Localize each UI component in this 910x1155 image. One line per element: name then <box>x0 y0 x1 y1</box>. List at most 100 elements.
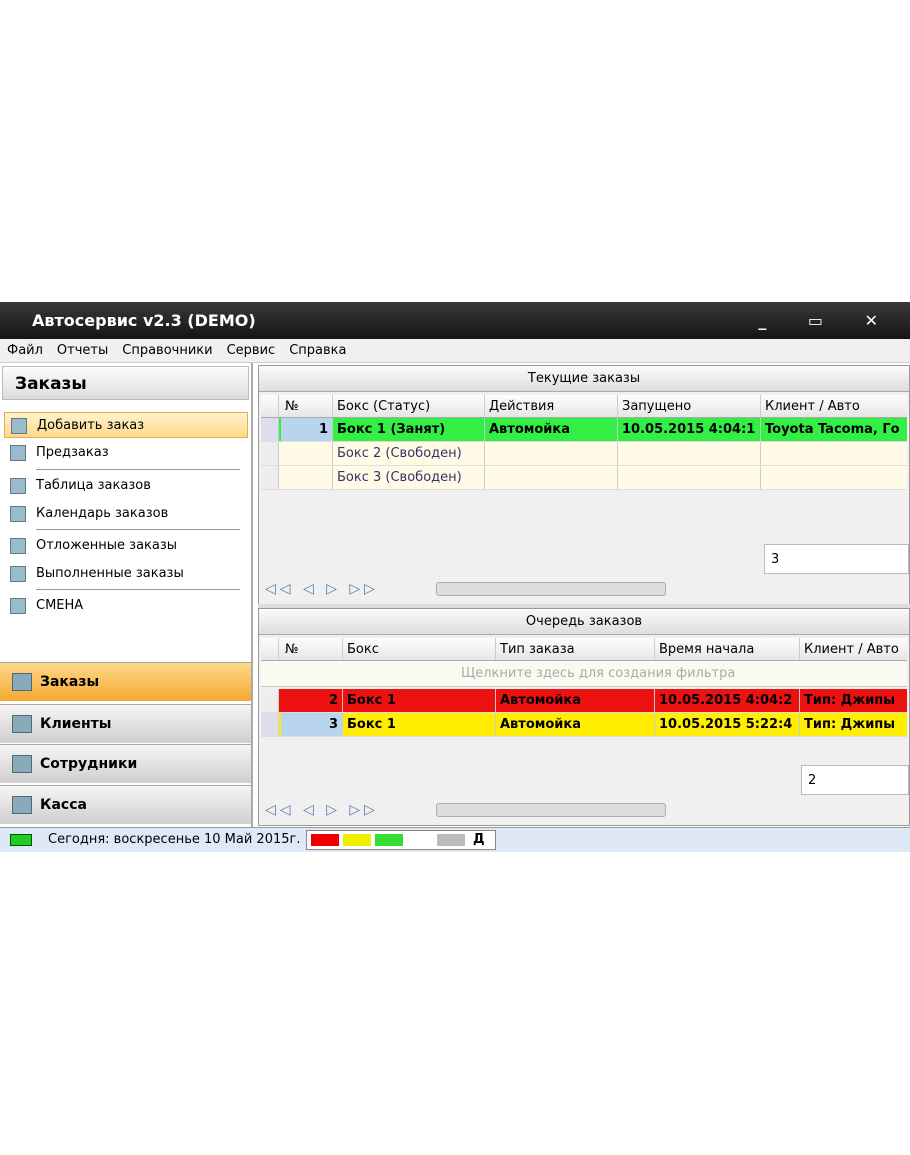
grid-cell: Бокс 1 (Занят) <box>333 418 485 441</box>
grid-cell <box>761 466 907 489</box>
grid-cell: 1 <box>281 418 333 441</box>
panel-header: Текущие заказы <box>259 366 909 392</box>
column-header[interactable]: Бокс <box>343 638 496 660</box>
nav-arrows[interactable]: ◁◁ ◁ ▷ ▷▷ <box>265 802 379 818</box>
grid-row[interactable]: Бокс 2 (Свободен) <box>261 442 907 466</box>
grid-header: № Бокс Тип заказа Время начала Клиент / Авто <box>261 638 907 661</box>
grid-cell <box>485 442 618 465</box>
item-icon <box>10 478 26 494</box>
splitter <box>258 604 910 608</box>
legend-yellow <box>343 834 371 846</box>
separator <box>36 469 240 470</box>
nav-button[interactable]: Заказы <box>0 662 251 701</box>
menu-item[interactable]: Сервис <box>226 343 276 358</box>
row-header <box>261 466 279 489</box>
sidebar-item[interactable]: СМЕНА <box>4 593 248 619</box>
nav-arrows[interactable]: ◁◁ ◁ ▷ ▷▷ <box>265 581 379 597</box>
filter-hint[interactable]: Щелкните здесь для создания фильтра <box>461 666 736 681</box>
sidebar: Заказы Добавить заказ Предзаказ Таблица за… <box>0 363 253 827</box>
sidebar-title: Заказы <box>2 366 249 400</box>
navigator: ◁◁ ◁ ▷ ▷▷ <box>261 797 907 823</box>
nav-icon <box>12 715 32 733</box>
column-header[interactable]: Действия <box>485 395 618 417</box>
grid-row[interactable]: 2 Бокс 1 Автомойка 10.05.2015 4:04:2 Тип: Дж… <box>261 689 907 713</box>
item-icon <box>10 566 26 582</box>
scrollbar[interactable] <box>436 582 666 596</box>
column-header[interactable]: Бокс (Статус) <box>333 395 485 417</box>
row-header <box>261 395 279 417</box>
grid-cell <box>618 466 761 489</box>
grid-cell <box>485 466 618 489</box>
grid-cell <box>761 442 907 465</box>
row-header <box>261 689 279 712</box>
status-bar: Сегодня: воскресенье 10 Май 2015г. Д <box>0 827 910 852</box>
column-header[interactable]: № <box>281 638 343 660</box>
nav-icon <box>12 796 32 814</box>
row-header <box>261 713 279 736</box>
sidebar-item[interactable]: Выполненные заказы <box>4 561 248 587</box>
grid-row[interactable]: 1 Бокс 1 (Занят) Автомойка 10.05.2015 4:04:… <box>261 418 907 442</box>
legend-flag: Д <box>473 832 485 847</box>
panel-header: Очередь заказов <box>259 609 909 635</box>
grid-cell <box>618 442 761 465</box>
grid-cell: Тип: Джипы <box>800 713 907 736</box>
separator <box>36 589 240 590</box>
row-header <box>261 442 279 465</box>
grid-header: № Бокс (Статус) Действия Запущено Клиент / А… <box>261 395 907 418</box>
menu-bar: Файл Отчеты Справочники Сервис Справка <box>0 339 910 363</box>
sidebar-item[interactable]: Таблица заказов <box>4 473 248 499</box>
grid-cell: Автомойка <box>496 689 655 712</box>
column-header[interactable]: Клиент / Авто <box>761 395 907 417</box>
current-orders-panel: Текущие заказы № Бокс (Статус) Действия Запу… <box>258 365 910 605</box>
scrollbar[interactable] <box>436 803 666 817</box>
grid-cell: Бокс 1 <box>343 713 496 736</box>
grid-cell: Тип: Джипы <box>800 689 907 712</box>
column-header[interactable]: № <box>281 395 333 417</box>
column-header[interactable]: Тип заказа <box>496 638 655 660</box>
item-icon <box>10 538 26 554</box>
grid-cell: 2 <box>281 689 343 712</box>
menu-item[interactable]: Файл <box>7 343 43 358</box>
sidebar-item[interactable]: Предзаказ <box>4 440 248 466</box>
column-header[interactable]: Запущено <box>618 395 761 417</box>
grid-cell: Toyota Tacoma, Го <box>761 418 907 441</box>
column-header[interactable]: Время начала <box>655 638 800 660</box>
sidebar-item[interactable]: Календарь заказов <box>4 501 248 527</box>
grid-cell: 10.05.2015 4:04:1 <box>618 418 761 441</box>
nav-button[interactable]: Клиенты <box>0 704 251 743</box>
menu-item[interactable]: Справка <box>289 343 347 358</box>
row-header <box>261 638 279 660</box>
color-legend: Д <box>306 830 496 850</box>
legend-green <box>375 834 403 846</box>
grid-row[interactable]: Бокс 3 (Свободен) <box>261 466 907 490</box>
count-box: 3 <box>764 544 909 574</box>
grid-cell: Бокс 1 <box>343 689 496 712</box>
grid-row[interactable]: 3 Бокс 1 Автомойка 10.05.2015 5:22:4 Тип: Дж… <box>261 713 907 737</box>
queue-panel: Очередь заказов № Бокс Тип заказа Время нача… <box>258 608 910 826</box>
menu-item[interactable]: Справочники <box>122 343 213 358</box>
status-date: Сегодня: воскресенье 10 Май 2015г. <box>48 832 301 847</box>
navigator: ◁◁ ◁ ▷ ▷▷ <box>261 576 907 602</box>
window-controls[interactable]: _ ▭ ✕ <box>758 311 896 330</box>
window-title: Автосервис v2.3 (DEMO) <box>32 311 256 330</box>
sidebar-item[interactable]: Добавить заказ <box>4 412 248 438</box>
grid-cell: Бокс 2 (Свободен) <box>333 442 485 465</box>
nav-button[interactable]: Касса <box>0 785 251 824</box>
count-box: 2 <box>801 765 909 795</box>
menu-item[interactable]: Отчеты <box>56 343 109 358</box>
grid-cell: Бокс 3 (Свободен) <box>333 466 485 489</box>
grid-cell: 3 <box>281 713 343 736</box>
grid-cell: Автомойка <box>485 418 618 441</box>
row-header <box>261 418 279 441</box>
filter-row: Щелкните здесь для создания фильтра <box>261 661 907 687</box>
item-icon <box>10 445 26 461</box>
sidebar-item[interactable]: Отложенные заказы <box>4 533 248 559</box>
legend-red <box>311 834 339 846</box>
title-bar: Автосервис v2.3 (DEMO) _ ▭ ✕ <box>0 302 910 339</box>
column-header[interactable]: Клиент / Авто <box>800 638 907 660</box>
grid-cell <box>281 442 333 465</box>
nav-button[interactable]: Сотрудники <box>0 744 251 783</box>
grid-cell: Автомойка <box>496 713 655 736</box>
grid-cell <box>281 466 333 489</box>
